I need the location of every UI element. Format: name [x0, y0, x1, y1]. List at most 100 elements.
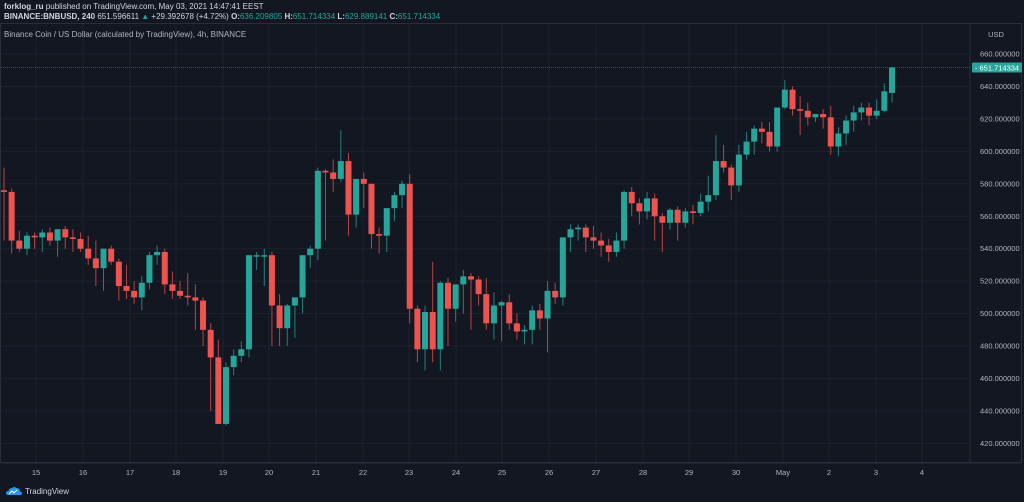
candle[interactable]: [245, 255, 252, 358]
candle[interactable]: [498, 300, 505, 342]
candle[interactable]: [268, 251, 275, 347]
candle[interactable]: [781, 79, 788, 110]
candle[interactable]: [146, 251, 153, 290]
candle[interactable]: [621, 190, 628, 249]
candle[interactable]: [636, 198, 643, 225]
candle[interactable]: [284, 303, 291, 347]
candle[interactable]: [215, 339, 222, 424]
candle[interactable]: [682, 208, 689, 228]
candle[interactable]: [307, 245, 314, 269]
candle[interactable]: [575, 224, 582, 241]
candle[interactable]: [177, 281, 184, 299]
candle[interactable]: [667, 208, 673, 230]
candle[interactable]: [39, 229, 46, 252]
candle[interactable]: [123, 264, 130, 299]
candle[interactable]: [712, 135, 719, 201]
candle[interactable]: [590, 225, 597, 249]
candle[interactable]: [628, 187, 635, 217]
candle[interactable]: [368, 183, 375, 249]
candle[interactable]: [1, 167, 7, 241]
candle[interactable]: [200, 297, 207, 347]
candle[interactable]: [322, 169, 329, 241]
candlestick-chart[interactable]: 420.000000 440.000000 460.000000 480.000000…: [0, 0, 1024, 480]
candle[interactable]: [230, 349, 237, 376]
candle[interactable]: [613, 232, 620, 257]
candle[interactable]: [299, 255, 306, 314]
candle[interactable]: [92, 240, 99, 287]
candle[interactable]: [115, 258, 122, 301]
candle[interactable]: [184, 273, 191, 306]
candle[interactable]: [858, 102, 865, 121]
candle[interactable]: [513, 313, 520, 340]
candle[interactable]: [391, 191, 398, 222]
candle[interactable]: [360, 172, 367, 209]
candle[interactable]: [812, 114, 819, 123]
candle[interactable]: [131, 281, 138, 304]
candle[interactable]: [866, 102, 873, 126]
candle[interactable]: [238, 341, 245, 363]
candle[interactable]: [330, 159, 337, 192]
candle[interactable]: [16, 230, 23, 252]
candle[interactable]: [758, 122, 765, 144]
candle[interactable]: [766, 122, 773, 152]
candle[interactable]: [529, 305, 536, 345]
candle[interactable]: [161, 248, 168, 295]
candle[interactable]: [77, 232, 84, 252]
candle[interactable]: [483, 277, 490, 330]
candle[interactable]: [452, 284, 459, 322]
candle[interactable]: [429, 261, 436, 363]
candle[interactable]: [843, 115, 850, 145]
candle[interactable]: [644, 191, 651, 220]
candle[interactable]: [751, 125, 758, 155]
candle[interactable]: [743, 131, 750, 160]
candle[interactable]: [69, 229, 76, 252]
candle[interactable]: [192, 284, 199, 330]
candle[interactable]: [873, 99, 880, 119]
candle[interactable]: [804, 102, 811, 126]
candle[interactable]: [399, 180, 406, 209]
candle[interactable]: [253, 251, 260, 270]
candle[interactable]: [827, 105, 834, 155]
candle[interactable]: [291, 297, 298, 338]
candle[interactable]: [46, 227, 53, 246]
candle[interactable]: [490, 292, 497, 340]
candle[interactable]: [850, 105, 857, 132]
candle[interactable]: [598, 232, 605, 257]
candle[interactable]: [422, 305, 429, 371]
candle[interactable]: [406, 174, 413, 324]
candle[interactable]: [261, 248, 268, 287]
candle[interactable]: [154, 245, 161, 265]
candle[interactable]: [728, 164, 735, 201]
candle[interactable]: [674, 206, 681, 241]
candle[interactable]: [54, 229, 61, 257]
candle[interactable]: [567, 224, 574, 252]
candle[interactable]: [345, 152, 352, 236]
candle[interactable]: [881, 83, 888, 113]
candle[interactable]: [705, 175, 712, 212]
candle[interactable]: [353, 178, 360, 228]
candle[interactable]: [697, 193, 704, 217]
tradingview-brand[interactable]: TradingView: [6, 486, 69, 496]
candle[interactable]: [445, 277, 451, 347]
candle[interactable]: [820, 109, 827, 129]
candle[interactable]: [659, 213, 666, 252]
candle[interactable]: [475, 276, 482, 306]
candle[interactable]: [276, 294, 283, 347]
candle[interactable]: [720, 144, 727, 173]
candle[interactable]: [544, 281, 551, 353]
candle[interactable]: [521, 324, 528, 345]
candle[interactable]: [85, 235, 92, 265]
candle[interactable]: [835, 127, 842, 157]
candle[interactable]: [559, 237, 566, 306]
candle[interactable]: [169, 271, 176, 299]
candle[interactable]: [8, 188, 15, 254]
candle[interactable]: [460, 269, 467, 314]
candle[interactable]: [337, 130, 344, 183]
candle[interactable]: [383, 208, 390, 252]
candle[interactable]: [605, 238, 612, 262]
candle[interactable]: [774, 107, 781, 152]
candle[interactable]: [108, 245, 115, 265]
candle[interactable]: [437, 281, 444, 371]
candle[interactable]: [100, 248, 107, 291]
candle[interactable]: [223, 362, 229, 426]
